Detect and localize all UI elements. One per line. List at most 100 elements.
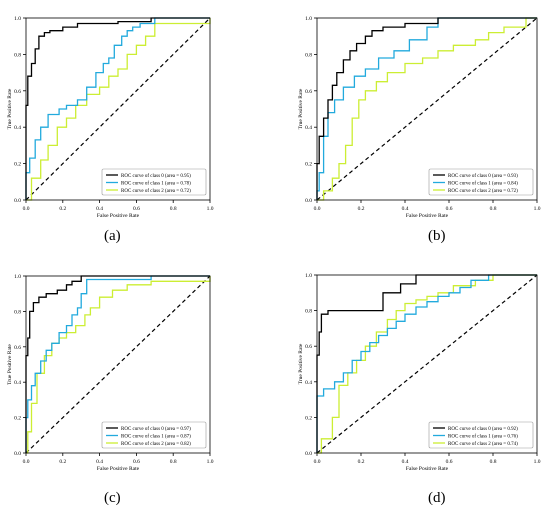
x-tick-label: 0.8 xyxy=(170,206,177,212)
x-tick-label: 1.0 xyxy=(207,206,214,212)
y-axis-label: True Positive Rate xyxy=(7,88,13,129)
y-tick-label: 0.0 xyxy=(14,451,21,457)
roc-chart-c: 0.0 0.2 0.4 0.6 0.8 1.0 0.0 0.2 0.4 0.6 0.8 1.0 Fals… xyxy=(7,274,214,472)
legend-box xyxy=(101,421,207,449)
legend: ROC curve of class 0 (area = 0.93) ROC cu… xyxy=(428,168,534,196)
y-tick-label: 0.6 xyxy=(305,89,312,95)
legend-label-class-1: ROC curve of class 1 (area = 0.84) xyxy=(448,181,518,186)
x-tick-label: 0.6 xyxy=(133,459,140,465)
x-tick-label: 0.8 xyxy=(490,206,497,212)
roc-chart-b: 0.0 0.2 0.4 0.6 0.8 1.0 0.0 0.2 0.4 0.6 0.8 1.0 Fals… xyxy=(298,16,541,219)
y-tick-label: 0.4 xyxy=(14,125,21,131)
roc-curve-class-2 xyxy=(317,17,537,201)
x-tick-label: 0.0 xyxy=(314,459,321,465)
x-axis-label: False Positive Rate xyxy=(406,466,449,472)
panel-caption-a: (a) xyxy=(104,228,121,244)
x-tick-label: 0.0 xyxy=(23,206,30,212)
x-tick-label: 1.0 xyxy=(207,459,214,465)
y-tick-label: 0.8 xyxy=(305,309,312,315)
y-tick-label: 0.0 xyxy=(305,451,312,457)
y-tick-label: 1.0 xyxy=(14,16,21,22)
legend-box xyxy=(428,421,534,449)
legend-label-class-1: ROC curve of class 1 (area = 0.87) xyxy=(121,434,191,439)
x-tick-label: 0.4 xyxy=(402,206,409,212)
x-tick-label: 0.6 xyxy=(446,459,453,465)
y-tick-label: 0.8 xyxy=(14,52,21,58)
y-axis-label: True Positive Rate xyxy=(298,88,304,129)
roc-curve-class-2 xyxy=(317,274,537,454)
x-tick-label: 1.0 xyxy=(534,206,541,212)
panel-caption-c: (c) xyxy=(104,490,121,506)
y-tick-label: 0.2 xyxy=(14,162,21,168)
y-tick-label: 0.4 xyxy=(305,125,312,131)
chance-diagonal xyxy=(25,17,211,201)
x-tick-label: 0.4 xyxy=(96,206,103,212)
roc-curve-class-0 xyxy=(316,17,537,200)
legend-label-class-0: ROC curve of class 0 (area = 0.97) xyxy=(121,427,191,432)
x-axis-label: False Positive Rate xyxy=(97,466,140,472)
roc-curve-class-2 xyxy=(26,18,211,201)
x-axis-label: False Positive Rate xyxy=(406,213,449,219)
x-tick-label: 0.2 xyxy=(358,206,365,212)
legend: ROC curve of class 0 (area = 0.92) ROC cu… xyxy=(428,421,534,449)
roc-curve-class-0 xyxy=(25,17,210,200)
roc-panel-b: 0.0 0.2 0.4 0.6 0.8 1.0 0.0 0.2 0.4 0.6 0.8 1.0 Fals… xyxy=(275,0,550,256)
roc-panel-c: 0.0 0.2 0.4 0.6 0.8 1.0 0.0 0.2 0.4 0.6 0.8 1.0 Fals… xyxy=(0,256,275,513)
legend-label-class-2: ROC curve of class 2 (area = 0.72) xyxy=(448,189,518,194)
x-tick-label: 0.6 xyxy=(446,206,453,212)
legend-label-class-0: ROC curve of class 0 (area = 0.95) xyxy=(121,174,191,179)
roc-curve-class-1 xyxy=(25,17,210,200)
panel-caption-d: (d) xyxy=(428,490,446,506)
x-tick-label: 0.0 xyxy=(314,206,321,212)
y-axis-label: True Positive Rate xyxy=(298,343,304,384)
roc-curve-class-0 xyxy=(316,274,537,453)
legend: ROC curve of class 0 (area = 0.97) ROC cu… xyxy=(101,421,207,449)
y-tick-label: 0.6 xyxy=(14,89,21,95)
roc-panel-d: 0.0 0.2 0.4 0.6 0.8 1.0 0.0 0.2 0.4 0.6 0.8 1.0 Fals… xyxy=(275,256,550,513)
chance-diagonal xyxy=(316,17,538,201)
y-tick-label: 0.2 xyxy=(305,415,312,421)
plot-frame xyxy=(25,275,211,454)
y-tick-label: 1.0 xyxy=(305,273,312,279)
y-tick-label: 1.0 xyxy=(305,16,312,22)
y-tick-label: 1.0 xyxy=(14,274,21,280)
roc-curve-class-0 xyxy=(25,275,210,453)
y-axis-label: True Positive Rate xyxy=(7,344,13,385)
plot-frame xyxy=(316,17,538,201)
legend-label-class-2: ROC curve of class 2 (area = 0.72) xyxy=(121,189,191,194)
legend: ROC curve of class 0 (area = 0.95) ROC cu… xyxy=(101,168,207,196)
panel-caption-b: (b) xyxy=(428,228,446,244)
legend-box xyxy=(428,168,534,196)
y-tick-label: 0.2 xyxy=(14,416,21,422)
roc-chart-d: 0.0 0.2 0.4 0.6 0.8 1.0 0.0 0.2 0.4 0.6 0.8 1.0 Fals… xyxy=(298,273,541,472)
chance-diagonal xyxy=(316,274,538,454)
x-tick-label: 0.2 xyxy=(59,206,66,212)
legend-label-class-0: ROC curve of class 0 (area = 0.93) xyxy=(448,174,518,179)
y-tick-label: 0.6 xyxy=(305,344,312,350)
legend-label-class-1: ROC curve of class 1 (area = 0.78) xyxy=(121,181,191,186)
x-tick-label: 0.4 xyxy=(96,459,103,465)
x-tick-label: 0.2 xyxy=(59,459,66,465)
y-tick-label: 0.0 xyxy=(14,198,21,204)
roc-panel-a: 0.0 0.2 0.4 0.6 0.8 1.0 0.0 0.2 0.4 0.6 0.8 1.0 Fals… xyxy=(0,0,275,256)
x-tick-label: 0.8 xyxy=(170,459,177,465)
x-tick-label: 0.4 xyxy=(402,459,409,465)
roc-chart-a: 0.0 0.2 0.4 0.6 0.8 1.0 0.0 0.2 0.4 0.6 0.8 1.0 Fals… xyxy=(7,16,214,219)
roc-curve-class-1 xyxy=(316,274,537,453)
y-tick-label: 0.8 xyxy=(14,309,21,315)
y-tick-label: 0.4 xyxy=(14,380,21,386)
x-axis-label: False Positive Rate xyxy=(97,213,140,219)
legend-label-class-0: ROC curve of class 0 (area = 0.92) xyxy=(448,427,518,432)
y-tick-label: 0.4 xyxy=(305,380,312,386)
x-tick-label: 0.6 xyxy=(133,206,140,212)
legend-label-class-2: ROC curve of class 2 (area = 0.82) xyxy=(121,442,191,447)
y-tick-label: 0.6 xyxy=(14,345,21,351)
legend-label-class-2: ROC curve of class 2 (area = 0.74) xyxy=(448,442,518,447)
x-tick-label: 0.0 xyxy=(23,459,30,465)
roc-curve-class-2 xyxy=(26,276,211,454)
plot-frame xyxy=(25,17,211,201)
legend-label-class-1: ROC curve of class 1 (area = 0.76) xyxy=(448,434,518,439)
x-tick-label: 0.8 xyxy=(490,459,497,465)
chance-diagonal xyxy=(25,275,211,454)
x-tick-label: 1.0 xyxy=(534,459,541,465)
